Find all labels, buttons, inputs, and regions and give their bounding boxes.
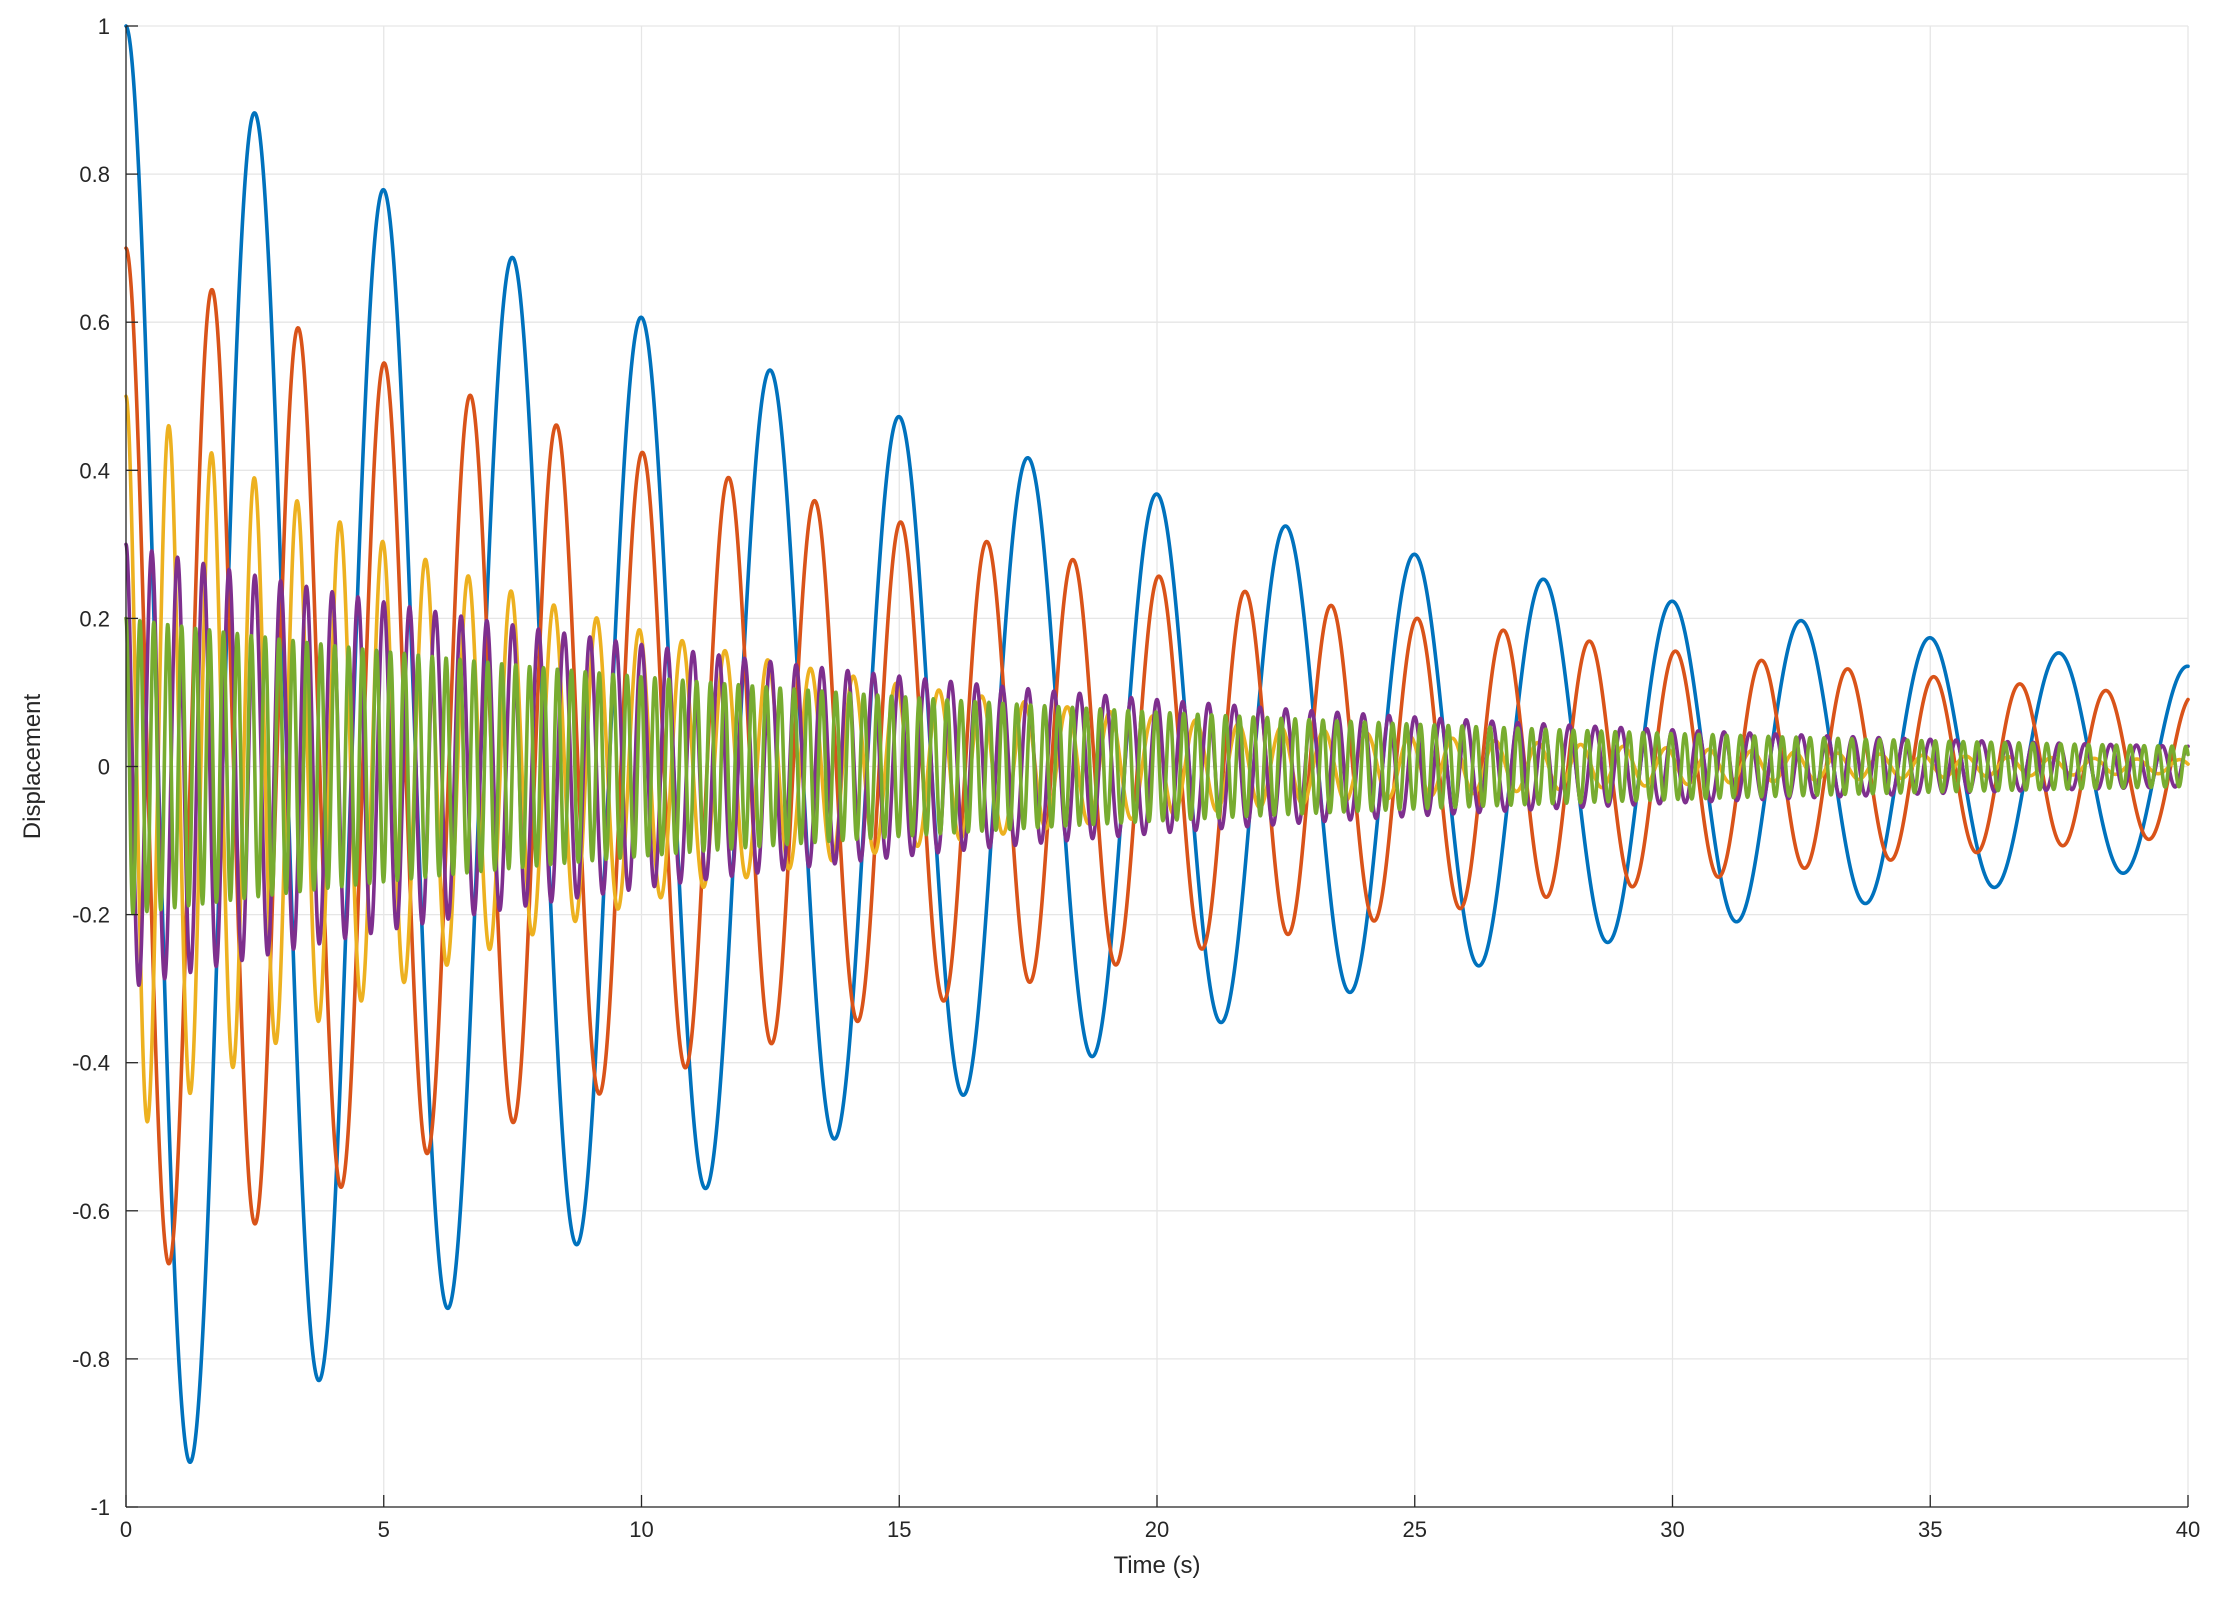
x-tick-label: 30 xyxy=(1660,1517,1684,1542)
y-tick-label: 0 xyxy=(98,755,110,780)
y-tick-label: 0.4 xyxy=(79,458,110,483)
x-tick-label: 10 xyxy=(629,1517,653,1542)
x-tick-label: 20 xyxy=(1145,1517,1169,1542)
y-tick-label: 0.6 xyxy=(79,310,110,335)
y-tick-label: -0.2 xyxy=(72,903,110,928)
y-tick-label: -1 xyxy=(90,1495,110,1520)
y-tick-label: -0.6 xyxy=(72,1199,110,1224)
x-tick-label: 25 xyxy=(1403,1517,1427,1542)
series-line-2 xyxy=(124,246,2190,1266)
tick-labels: 0 5 10 15 20 25 30 35 40 -1 -0.8 -0.6 -0.4 -0.2 0 0.2 0.… xyxy=(72,14,2200,1542)
x-axis-label: Time (s) xyxy=(1113,1552,1200,1579)
y-tick-label: 0.8 xyxy=(79,162,110,187)
y-tick-label: -0.8 xyxy=(72,1347,110,1372)
x-tick-label: 35 xyxy=(1918,1517,1942,1542)
grid xyxy=(125,25,2189,1508)
axes xyxy=(125,25,2189,1508)
x-tick-label: 5 xyxy=(378,1517,390,1542)
x-tick-label: 0 xyxy=(120,1517,132,1542)
series-layer xyxy=(124,24,2190,1465)
series-line-1 xyxy=(124,24,2190,1465)
x-tick-label: 15 xyxy=(887,1517,911,1542)
y-tick-label: 0.2 xyxy=(79,606,110,631)
series-line-5 xyxy=(124,616,2190,916)
y-tick-label: 1 xyxy=(98,14,110,39)
x-tick-label: 40 xyxy=(2176,1517,2200,1542)
y-tick-label: -0.4 xyxy=(72,1051,110,1076)
y-axis-label: Displacement xyxy=(19,693,46,839)
